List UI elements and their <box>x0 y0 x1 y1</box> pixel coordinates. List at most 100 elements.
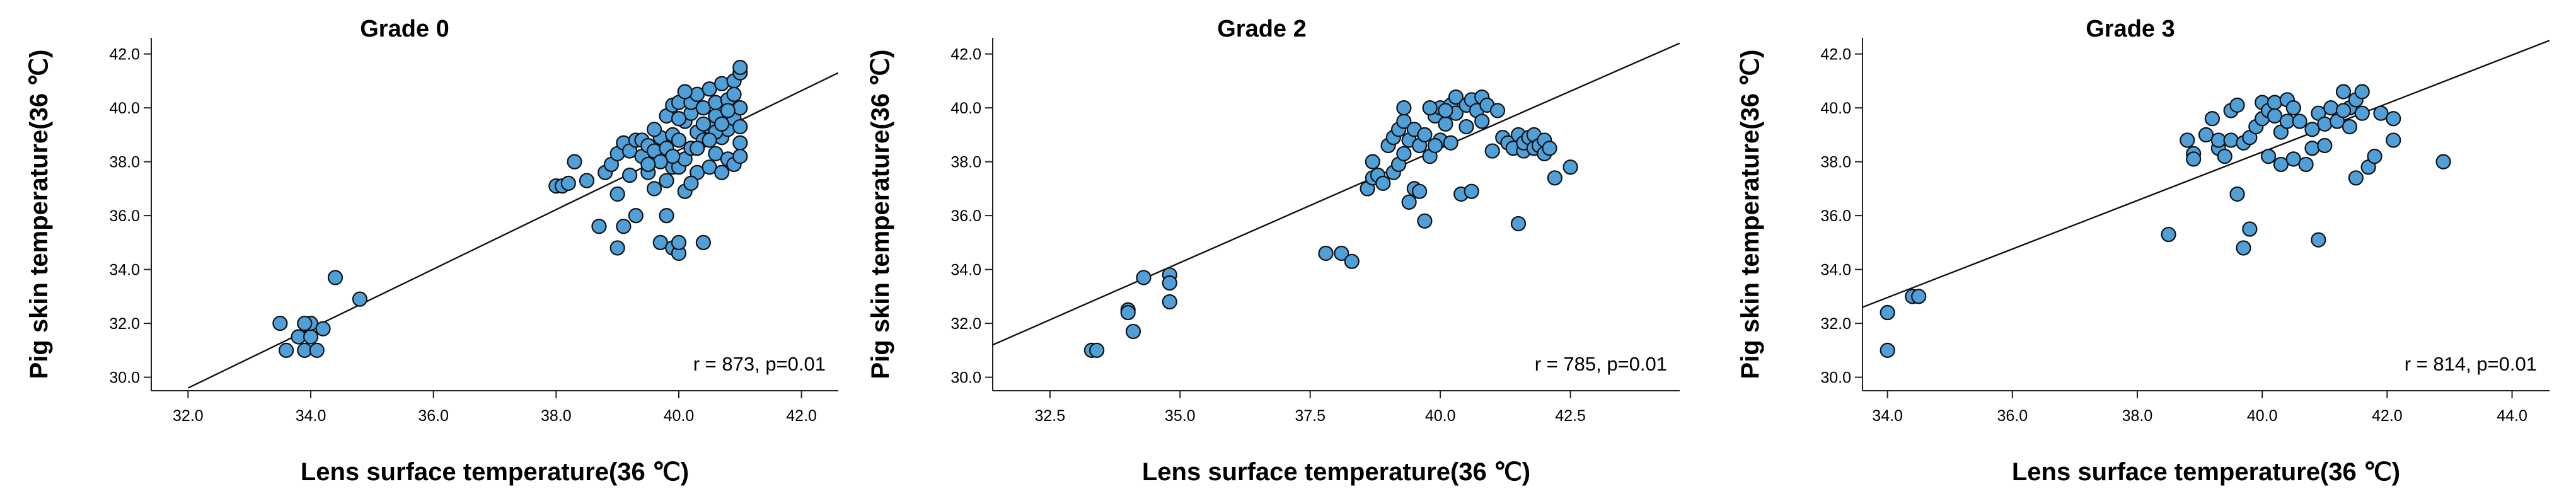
data-point <box>2298 156 2314 173</box>
data-point <box>1422 100 1438 116</box>
data-point <box>1443 135 1458 151</box>
data-point <box>1318 245 1334 262</box>
data-point <box>2435 154 2451 170</box>
data-point <box>1089 342 1105 358</box>
data-point <box>2180 132 2195 148</box>
data-point <box>2367 148 2383 164</box>
data-point <box>2335 84 2352 100</box>
data-point <box>1344 253 1360 269</box>
data-point <box>1880 304 1895 321</box>
data-point <box>1547 170 1562 186</box>
data-point <box>2386 111 2401 127</box>
data-point <box>2229 97 2245 113</box>
data-point <box>1136 270 1152 285</box>
regression-line <box>1863 40 2550 308</box>
data-point <box>2267 108 2283 124</box>
data-point <box>640 156 656 173</box>
data-point <box>2285 151 2301 167</box>
data-point <box>2186 151 2202 167</box>
x-tick-label: 38.0 <box>2122 407 2153 425</box>
data-point <box>1510 216 1527 232</box>
y-tick-label: 38.0 <box>109 154 140 171</box>
data-point <box>1489 103 1506 118</box>
x-tick-label: 35.0 <box>1165 407 1196 425</box>
correlation-annotation: r = 785, p=0.01 <box>1535 353 1667 375</box>
y-tick-label: 42.0 <box>1820 46 1851 64</box>
data-point <box>1474 113 1490 129</box>
x-tick-label: 37.5 <box>1295 407 1326 425</box>
data-point <box>609 186 625 202</box>
data-point <box>1401 194 1417 210</box>
data-point <box>1417 127 1433 142</box>
plot-area <box>993 42 1680 358</box>
data-point <box>2304 122 2320 137</box>
data-point <box>695 234 711 250</box>
data-point <box>1375 175 1391 191</box>
y-tick-label: 38.0 <box>950 154 981 171</box>
y-tick-label: 34.0 <box>109 262 140 279</box>
data-point <box>1417 213 1433 229</box>
data-point <box>720 103 736 118</box>
data-point <box>1438 103 1453 118</box>
scatter-panel-1: Grade 0 30.0 32.0 34.0 36.0 38.0 40.0 42.0 32.0 3… <box>25 16 838 486</box>
data-point <box>2198 127 2214 142</box>
data-point <box>2317 116 2333 132</box>
data-point <box>1562 159 1578 175</box>
data-point <box>713 164 730 180</box>
x-tick-label: 36.0 <box>1997 407 2028 425</box>
data-point <box>2386 132 2401 148</box>
data-point <box>622 167 638 183</box>
x-tick-label: 40.0 <box>664 407 695 425</box>
data-point <box>1438 116 1453 132</box>
y-axis-label: Pig skin temperature(36 ℃) <box>1736 50 1764 379</box>
data-point <box>708 95 724 110</box>
x-tick-label: 42.5 <box>1555 407 1586 425</box>
data-point <box>677 84 693 100</box>
data-point <box>1365 154 1380 170</box>
data-point <box>315 321 331 337</box>
data-point <box>2342 118 2358 135</box>
data-point <box>732 59 748 76</box>
regression-line <box>993 42 1680 346</box>
y-tick-label: 38.0 <box>1820 154 1851 171</box>
data-point <box>1412 183 1428 199</box>
data-point <box>297 316 313 331</box>
x-tick-label: 32.5 <box>1034 407 1065 425</box>
y-tick-label: 40.0 <box>109 100 140 117</box>
data-point <box>279 342 294 358</box>
data-point <box>671 234 687 250</box>
panel-title: Grade 2 <box>1217 16 1307 42</box>
data-point <box>303 329 319 345</box>
data-point <box>2279 113 2295 129</box>
data-point <box>2354 105 2370 121</box>
y-tick-label: 30.0 <box>950 369 981 387</box>
data-point <box>713 76 730 91</box>
correlation-annotation: r = 873, p=0.01 <box>693 353 826 375</box>
data-point <box>732 118 748 135</box>
data-point <box>2210 132 2226 148</box>
data-point <box>1448 89 1464 105</box>
data-point <box>726 86 742 102</box>
data-point <box>695 116 711 132</box>
x-tick-label: 36.0 <box>418 407 449 425</box>
data-point <box>609 240 625 256</box>
x-tick-label: 42.0 <box>2372 407 2403 425</box>
data-point <box>327 270 344 285</box>
data-point <box>2373 105 2389 121</box>
data-point <box>732 100 748 116</box>
data-point <box>2273 156 2289 173</box>
y-tick-label: 36.0 <box>1820 207 1851 225</box>
plot-area <box>187 59 838 389</box>
data-point <box>2161 226 2176 243</box>
data-point <box>2354 84 2370 100</box>
data-point <box>272 316 288 331</box>
data-point <box>2311 232 2326 248</box>
data-point <box>567 154 582 170</box>
data-point <box>1162 275 1177 291</box>
x-tick-label: 32.0 <box>173 407 204 425</box>
data-point <box>690 141 705 156</box>
data-point <box>2204 111 2221 127</box>
x-axis-label: Lens surface temperature(36 ℃) <box>301 458 689 486</box>
y-axis-label: Pig skin temperature(36 ℃) <box>25 50 53 379</box>
plot-area <box>1863 40 2550 358</box>
